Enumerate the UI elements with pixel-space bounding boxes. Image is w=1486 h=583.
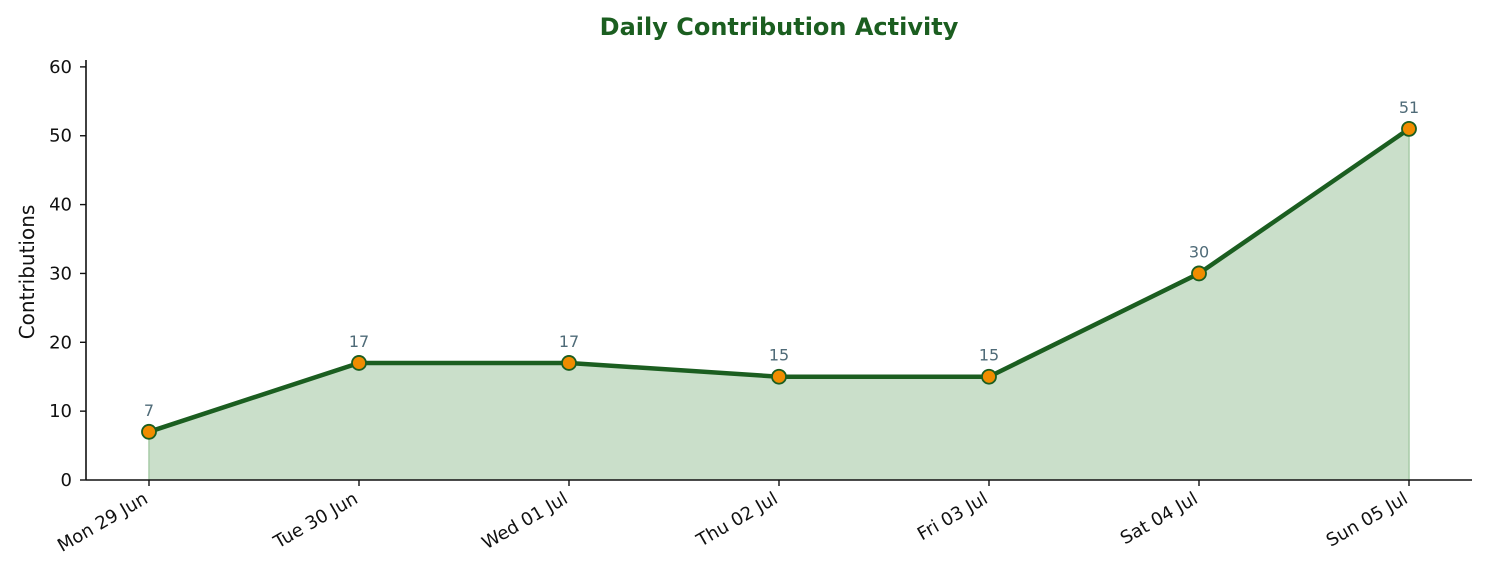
plot-area: 0 10 20 30 40 50 60 Mon 29 Jun Tue 30 Jun Wed 01 …: [49, 57, 1472, 557]
chart-title: Daily Contribution Activity: [600, 13, 959, 41]
data-label: 30: [1189, 242, 1209, 261]
data-label: 17: [559, 332, 579, 351]
data-label: 15: [979, 346, 999, 365]
x-tick-label: Sat 04 Jul: [1117, 488, 1202, 549]
x-tick-label: Thu 02 Jul: [692, 488, 781, 552]
y-tick-label: 0: [61, 470, 72, 491]
x-tick-label: Sun 05 Jul: [1323, 488, 1412, 551]
data-label: 51: [1399, 98, 1419, 117]
data-point-marker: [1191, 265, 1207, 282]
data-label: 15: [769, 346, 789, 365]
y-tick-label: 40: [49, 195, 72, 216]
x-tick-label: Mon 29 Jun: [54, 488, 151, 556]
x-tick-label: Fri 03 Jul: [914, 488, 992, 545]
x-tick-label: Wed 01 Jul: [478, 488, 571, 554]
data-label: 17: [349, 332, 369, 351]
data-point-marker: [1401, 120, 1417, 137]
y-tick-label: 30: [49, 263, 72, 284]
data-point-marker: [351, 355, 367, 371]
data-point-marker: [141, 423, 157, 440]
y-tick-label: 50: [49, 126, 72, 147]
y-tick-label: 10: [49, 401, 72, 422]
data-label: 7: [144, 401, 154, 420]
data-point-marker: [981, 368, 997, 385]
x-tick-label: Tue 30 Jun: [269, 488, 361, 553]
y-tick-label: 20: [49, 332, 72, 353]
area-fill: [149, 128, 1409, 480]
y-tick-label: 60: [49, 57, 72, 78]
data-point-marker: [771, 368, 787, 385]
y-axis-label: Contributions: [15, 205, 39, 340]
data-point-marker: [561, 355, 577, 371]
